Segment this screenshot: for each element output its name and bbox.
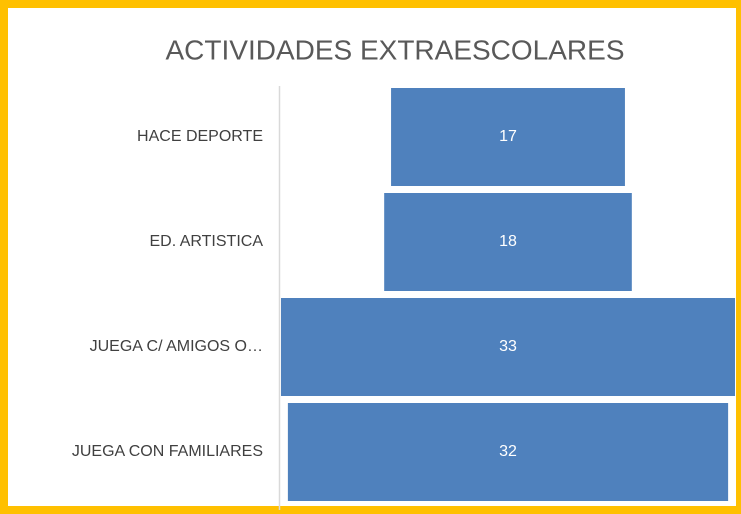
value-label: 32 — [499, 443, 517, 460]
category-label: ED. ARTISTICA — [149, 233, 263, 250]
category-label: JUEGA CON FAMILIARES — [72, 443, 263, 460]
bar — [384, 193, 632, 291]
bar — [281, 298, 735, 396]
chart-title: ACTIVIDADES EXTRAESCOLARES — [165, 34, 624, 65]
value-label: 18 — [499, 233, 517, 250]
value-label: 17 — [499, 128, 517, 145]
category-label: HACE DEPORTE — [137, 128, 263, 145]
category-label: JUEGA C/ AMIGOS O… — [90, 338, 263, 355]
bar — [391, 88, 625, 186]
bar — [287, 403, 729, 501]
value-label: 33 — [499, 338, 517, 355]
